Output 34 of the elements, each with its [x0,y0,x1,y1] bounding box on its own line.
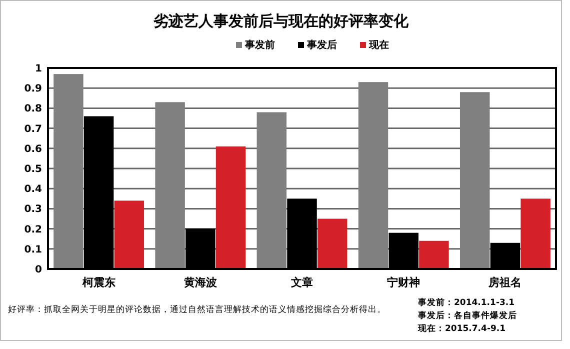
legend-label: 事发后 [306,39,337,51]
y-tick-label: 0 [35,264,42,276]
text: 事发后：各自事件爆发后 [417,310,517,321]
x-tick-label: 文章 [290,276,313,289]
y-tick-label: 0.6 [24,144,42,155]
x-tick-label: 宁财神 [387,276,420,289]
bar [256,112,287,269]
bar [54,74,84,269]
y-tick-label: 0.1 [24,244,42,256]
y-tick-label: 0.8 [24,104,42,115]
bar [358,82,388,269]
y-tick-label: 0.9 [24,84,42,95]
y-tick-label: 1 [35,64,42,74]
text: 好评率：抓取全网关于明星的评论数据，通过自然语言理解技术的语义情感挖掘综合分析得出。 [8,304,386,315]
y-tick-label: 0.7 [24,124,42,135]
bar [155,102,185,269]
legend-label: 现在 [368,39,389,51]
bar [419,240,449,269]
bar [114,200,144,269]
bar [216,146,246,269]
chart-title: 劣迹艺人事发前后与现在的好评率变化 [152,12,410,30]
text: 事发前：2014.1.1-3.1 [417,297,515,308]
y-tick-label: 0.5 [24,164,42,175]
y-tick-label: 0.3 [24,204,42,216]
x-tick-label: 黄海波 [182,276,218,289]
bar [460,92,490,269]
x-tick-label: 房祖名 [488,276,522,289]
bar [317,218,348,269]
y-tick-label: 0.4 [24,184,42,196]
x-tick-label: 柯震东 [81,276,116,289]
text: 现在：2015.7.4-9.1 [417,323,506,334]
y-tick-label: 0.2 [24,224,42,236]
legend-label: 事发前 [244,39,275,51]
bar [520,198,550,269]
